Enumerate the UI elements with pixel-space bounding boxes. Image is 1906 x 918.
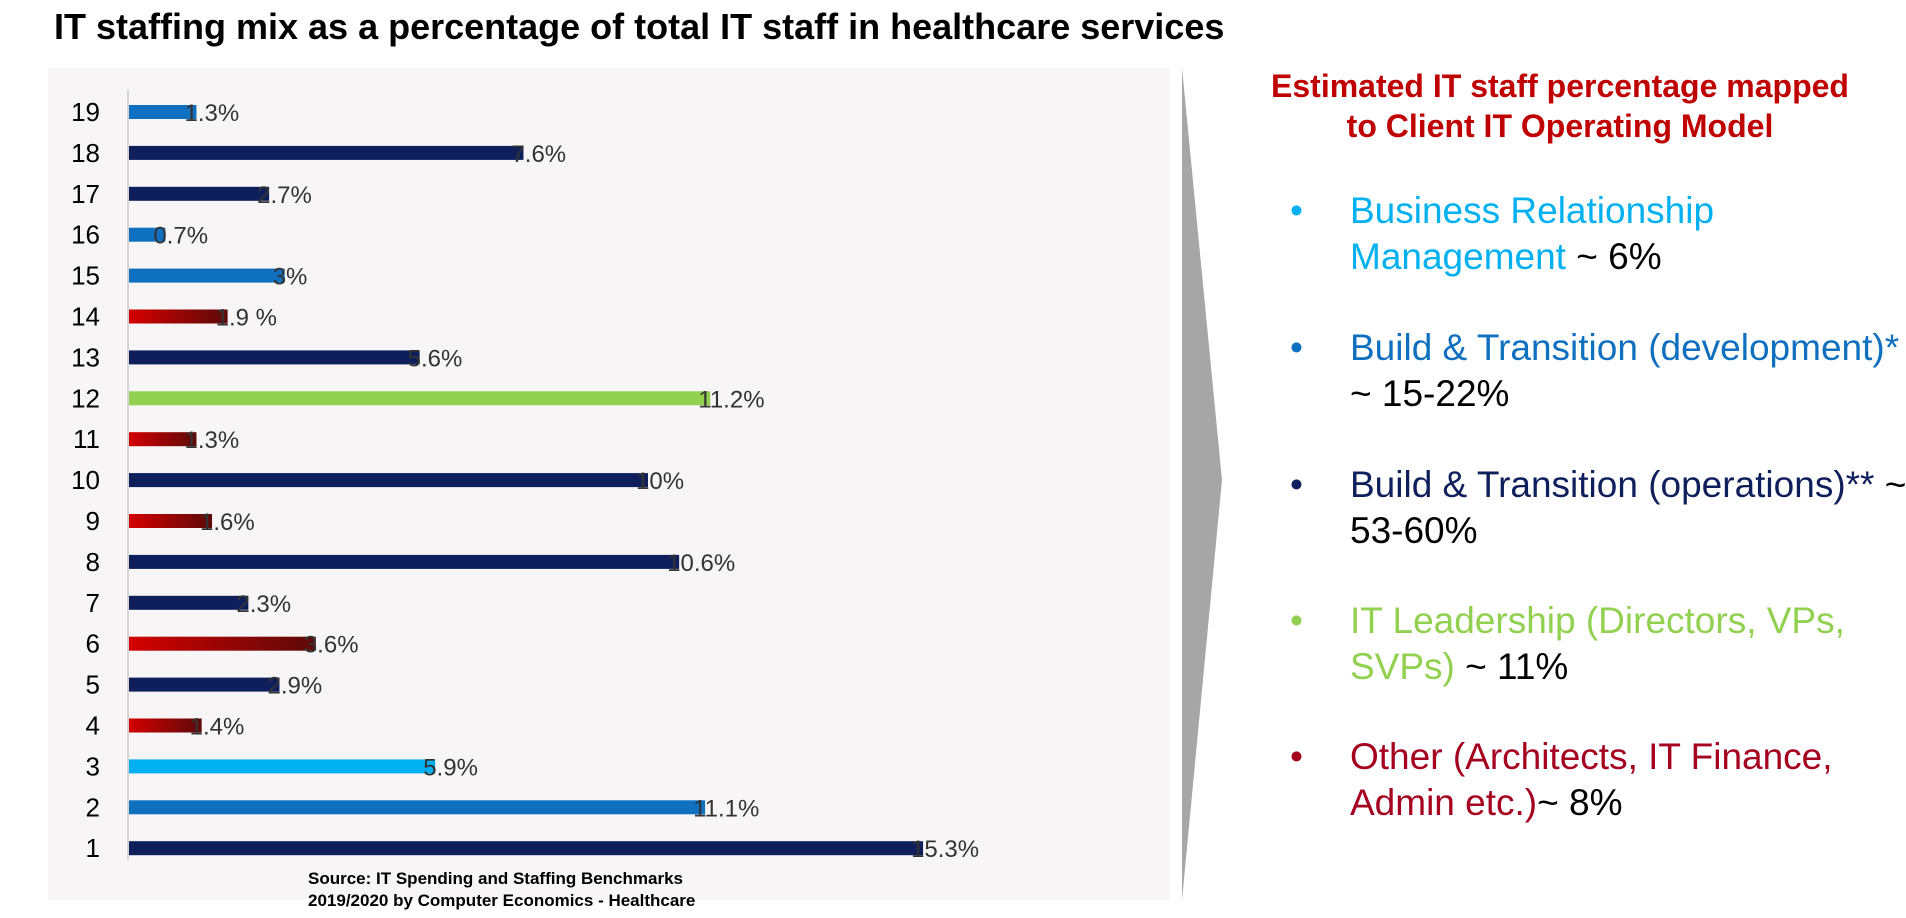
category-tick-label: 12 <box>71 383 100 413</box>
bar <box>129 432 197 447</box>
bar-chart: 1 15.3% 2 11.1% 3 5.9% 4 1.4% 5 2.9% 6 3.6% 7 2.3% 8 10… <box>71 90 979 863</box>
bullet-percentage: ~ 53-60% <box>1350 464 1906 551</box>
bar-value-label: 0.7% <box>153 223 208 250</box>
bullet-percentage: ~ 15-22% <box>1350 373 1510 414</box>
category-tick-label: 9 <box>86 506 100 536</box>
category-tick-label: 2 <box>86 792 100 822</box>
bar <box>129 268 285 283</box>
bullet-text: Business Relationship Management ~ 6% <box>1350 188 1906 280</box>
category-tick-label: 5 <box>86 670 100 700</box>
bar <box>129 554 680 569</box>
source-line-1: Source: IT Spending and Staffing Benchma… <box>308 869 683 888</box>
bar-value-label: 15.3% <box>911 836 979 863</box>
bar <box>129 514 213 528</box>
bullet-percentage: ~ 8% <box>1537 782 1623 823</box>
category-tick-label: 19 <box>71 97 100 127</box>
bullet-text: Other (Architects, IT Finance, Admin etc… <box>1350 734 1906 826</box>
bar-value-label: 1.3% <box>184 427 239 454</box>
bar <box>129 309 228 324</box>
bullet-marker-icon: • <box>1290 600 1303 641</box>
bar-value-label: 2.7% <box>257 182 312 209</box>
bar <box>129 718 202 733</box>
bullet-category-label: Other (Architects, IT Finance, Admin etc… <box>1350 736 1833 823</box>
chart-panel: 1 15.3% 2 11.1% 3 5.9% 4 1.4% 5 2.9% 6 3.6% 7 2.3% 8 10… <box>48 68 1170 900</box>
bar-value-label: 2.3% <box>236 591 291 618</box>
chevron-arrow-shape <box>1182 68 1222 900</box>
bullet-text: IT Leadership (Directors, VPs, SVPs) ~ 1… <box>1350 598 1906 690</box>
mapping-title-line-1: Estimated IT staff percentage mapped <box>1271 68 1849 104</box>
category-tick-label: 15 <box>71 261 100 291</box>
bar <box>129 759 436 774</box>
bar <box>129 391 711 406</box>
category-tick-label: 18 <box>71 138 100 168</box>
category-tick-label: 16 <box>71 220 100 250</box>
bar-value-label: 3% <box>273 264 308 291</box>
category-tick-label: 11 <box>73 424 100 454</box>
category-tick-label: 13 <box>71 342 100 372</box>
bar-value-label: 5.9% <box>423 754 478 781</box>
bar <box>129 105 197 119</box>
bar <box>129 473 648 488</box>
bar-value-label: 11.2% <box>698 386 764 413</box>
bar <box>129 800 706 815</box>
bar-value-label: 3.6% <box>304 632 359 659</box>
bullet-marker-icon: • <box>1290 327 1303 368</box>
category-tick-label: 10 <box>71 465 100 495</box>
mapping-title-line-2: to Client IT Operating Model <box>1346 108 1774 144</box>
bar <box>129 595 249 610</box>
bar <box>129 636 316 651</box>
source-line-2: 2019/2020 by Computer Economics - Health… <box>308 891 696 910</box>
category-tick-label: 17 <box>71 179 100 209</box>
bar <box>129 227 166 242</box>
bar-value-label: 1.6% <box>200 509 255 536</box>
bullet-percentage: ~ 11% <box>1454 646 1569 687</box>
bar-value-label: 10.6% <box>667 550 735 577</box>
bar <box>129 677 280 692</box>
bullet-category-label: Build & Transition (development)* <box>1350 327 1900 368</box>
bar <box>129 350 420 365</box>
category-tick-label: 6 <box>86 629 100 659</box>
mapping-title: Estimated IT staff percentage mapped to … <box>1210 66 1906 146</box>
category-tick-label: 8 <box>86 547 100 577</box>
bar-value-label: 5.6% <box>408 345 463 372</box>
bullet-category-label: IT Leadership (Directors, VPs, SVPs) <box>1350 600 1845 687</box>
bullet-category-label: Business Relationship Management <box>1350 190 1715 277</box>
bullet-percentage: ~ 6% <box>1565 236 1662 277</box>
bar <box>129 186 270 201</box>
category-tick-label: 7 <box>86 588 100 618</box>
bar-value-label: 2.9% <box>268 673 323 700</box>
page-title: IT staffing mix as a percentage of total… <box>54 6 1225 47</box>
category-tick-label: 4 <box>86 711 100 741</box>
bar-value-label: 7.6% <box>511 141 566 168</box>
bullet-marker-icon: • <box>1290 464 1303 505</box>
bullet-text: Build & Transition (operations)** ~ 53-6… <box>1350 462 1906 554</box>
bar-value-label: 1.3% <box>184 100 239 127</box>
bullet-text: Build & Transition (development)* ~ 15-2… <box>1350 325 1906 417</box>
category-tick-label: 3 <box>86 751 100 781</box>
source-note: Source: IT Spending and Staffing Benchma… <box>308 868 695 912</box>
bar <box>129 841 924 856</box>
category-tick-label: 1 <box>86 833 100 863</box>
bullet-marker-icon: • <box>1290 190 1303 231</box>
bar-value-label: 10% <box>636 468 684 495</box>
bullet-marker-icon: • <box>1290 736 1303 777</box>
bar-value-label: 1.4% <box>190 714 245 741</box>
bullet-category-label: Build & Transition (operations)** <box>1350 464 1875 505</box>
bar-value-label: 11.1% <box>693 795 759 822</box>
bar-value-label: 1.9 % <box>216 305 277 332</box>
category-tick-label: 14 <box>71 302 100 332</box>
bar <box>129 145 524 160</box>
